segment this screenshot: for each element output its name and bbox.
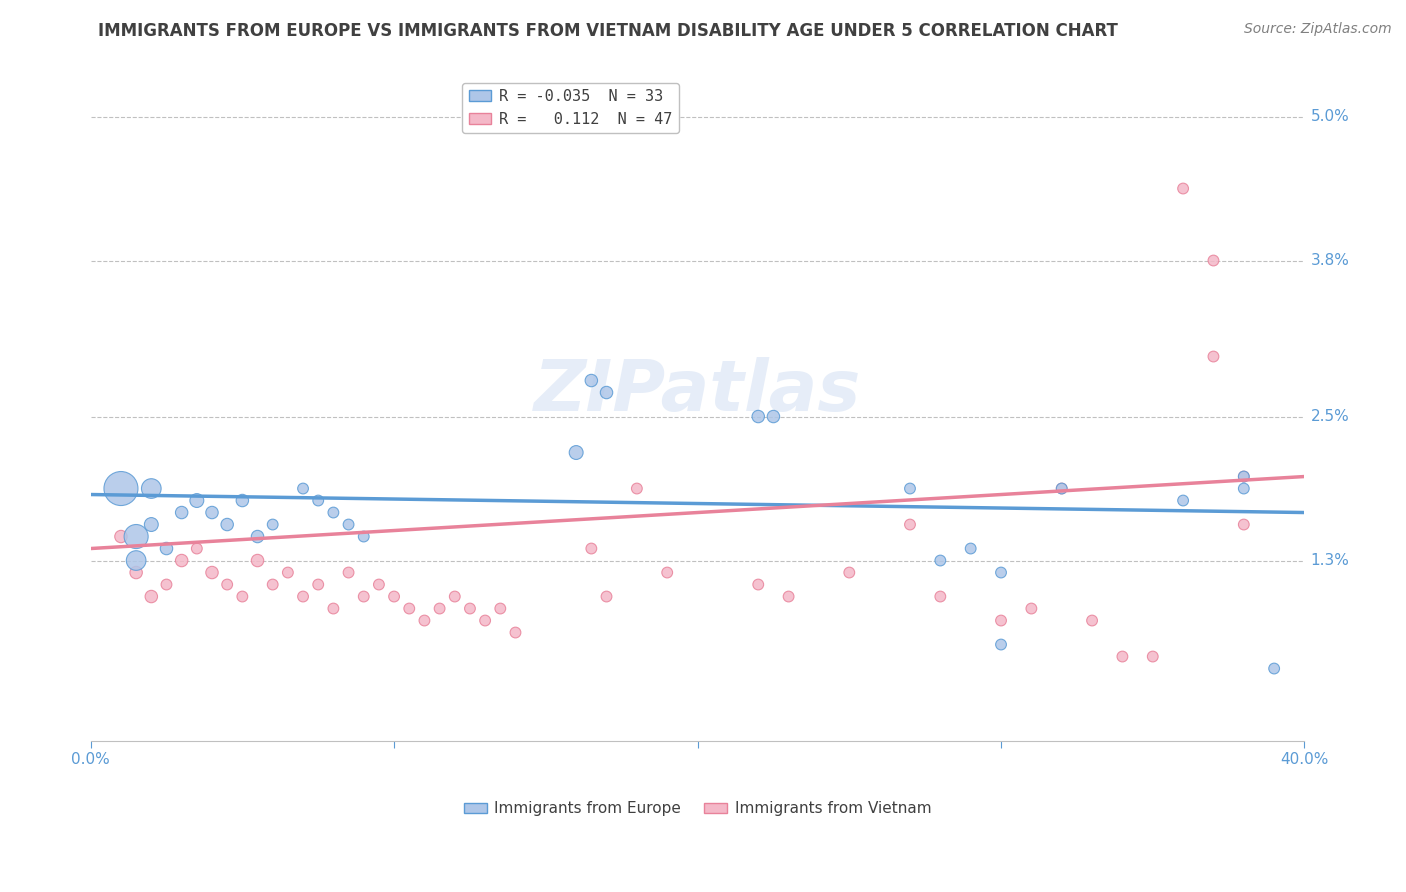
Point [458,601,481,615]
Point [1021,601,1043,615]
Point [747,577,769,591]
Point [565,445,588,459]
Point [595,590,617,604]
Point [1142,649,1164,664]
Point [959,541,981,556]
Point [990,566,1012,580]
Point [125,529,148,543]
Point [262,517,284,532]
Point [1171,493,1194,508]
Point [990,614,1012,628]
Point [1263,661,1285,675]
Point [125,553,148,567]
Point [778,590,800,604]
Point [838,566,860,580]
Point [170,506,193,520]
Text: 2.5%: 2.5% [1310,409,1350,424]
Point [307,493,329,508]
Point [231,493,253,508]
Point [110,482,132,496]
Point [1233,482,1256,496]
Point [217,517,239,532]
Point [443,590,465,604]
Point [155,577,177,591]
Point [322,506,344,520]
Point [322,601,344,615]
Point [1081,614,1104,628]
Point [367,577,389,591]
Point [382,590,405,604]
Point [762,409,785,424]
Legend: Immigrants from Europe, Immigrants from Vietnam: Immigrants from Europe, Immigrants from … [458,796,938,822]
Point [1233,469,1256,483]
Point [292,482,315,496]
Point [155,541,177,556]
Point [1171,181,1194,195]
Point [581,541,603,556]
Text: ZIPatlas: ZIPatlas [534,357,862,425]
Point [141,590,163,604]
Point [1202,253,1225,268]
Point [990,638,1012,652]
Point [1233,469,1256,483]
Point [170,553,193,567]
Point [201,566,224,580]
Point [1050,482,1073,496]
Point [231,590,253,604]
Point [1050,482,1073,496]
Point [201,506,224,520]
Point [898,517,921,532]
Text: Source: ZipAtlas.com: Source: ZipAtlas.com [1244,22,1392,37]
Point [657,566,679,580]
Point [186,493,208,508]
Point [429,601,451,615]
Point [1233,517,1256,532]
Point [353,590,375,604]
Point [595,385,617,400]
Point [929,590,952,604]
Point [141,517,163,532]
Point [262,577,284,591]
Point [505,625,527,640]
Point [277,566,299,580]
Point [581,374,603,388]
Point [1111,649,1133,664]
Point [898,482,921,496]
Point [125,566,148,580]
Point [292,590,315,604]
Point [489,601,512,615]
Point [141,482,163,496]
Point [474,614,496,628]
Point [186,541,208,556]
Point [398,601,420,615]
Point [747,409,769,424]
Point [337,566,360,580]
Point [217,577,239,591]
Point [353,529,375,543]
Point [1202,350,1225,364]
Point [626,482,648,496]
Point [929,553,952,567]
Point [307,577,329,591]
Point [246,529,269,543]
Point [337,517,360,532]
Point [413,614,436,628]
Text: 5.0%: 5.0% [1310,109,1350,124]
Text: IMMIGRANTS FROM EUROPE VS IMMIGRANTS FROM VIETNAM DISABILITY AGE UNDER 5 CORRELA: IMMIGRANTS FROM EUROPE VS IMMIGRANTS FRO… [98,22,1118,40]
Point [246,553,269,567]
Text: 3.8%: 3.8% [1310,253,1350,268]
Point [110,529,132,543]
Text: 1.3%: 1.3% [1310,553,1350,568]
